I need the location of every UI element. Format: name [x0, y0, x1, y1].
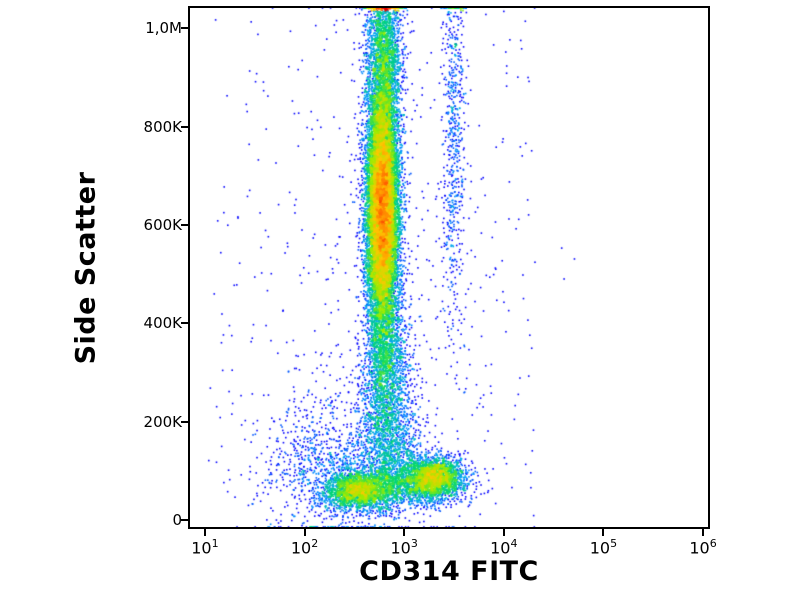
- plot-area: [188, 6, 710, 529]
- x-axis-tick: [303, 529, 306, 536]
- y-axis-tick-label: 600K: [143, 215, 182, 234]
- x-axis-tick: [203, 529, 206, 536]
- y-axis-tick: [181, 223, 188, 226]
- density-scatter-canvas: [190, 8, 708, 527]
- y-axis-tick-label: 200K: [143, 412, 182, 431]
- x-axis-tick-label: 106: [689, 537, 717, 558]
- x-axis-tick: [602, 529, 605, 536]
- y-axis-tick-label: 0: [172, 511, 182, 530]
- y-axis-tick: [181, 519, 188, 522]
- x-axis-tick: [702, 529, 705, 536]
- y-axis-tick: [181, 125, 188, 128]
- y-axis-tick: [181, 322, 188, 325]
- x-axis-tick-label: 103: [390, 537, 418, 558]
- x-axis-label: CD314 FITC: [359, 556, 539, 587]
- y-axis-tick-label: 1,0M: [145, 19, 182, 38]
- x-axis-tick-label: 104: [490, 537, 518, 558]
- x-axis-tick: [403, 529, 406, 536]
- y-axis-label: Side Scatter: [70, 171, 102, 365]
- y-axis-tick-label: 400K: [143, 314, 182, 333]
- y-axis-tick: [181, 27, 188, 30]
- x-axis-tick-label: 105: [589, 537, 618, 558]
- x-axis-tick: [502, 529, 505, 536]
- y-axis-tick: [181, 420, 188, 423]
- y-axis-tick-label: 800K: [143, 117, 182, 136]
- x-axis-tick-label: 102: [290, 537, 319, 558]
- x-axis-tick-label: 101: [191, 537, 219, 558]
